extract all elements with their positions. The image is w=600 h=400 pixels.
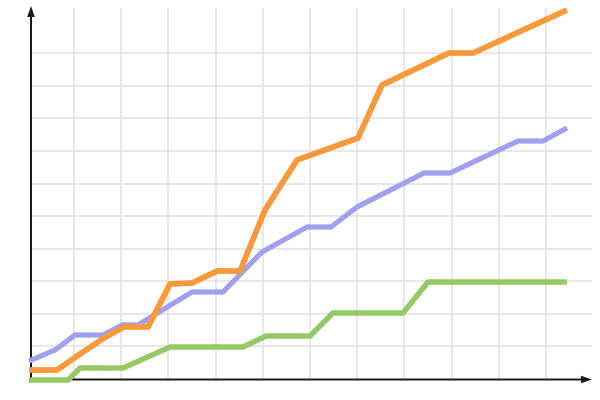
triangle-right-icon <box>581 375 592 384</box>
green-series-line <box>29 279 567 383</box>
triangle-up-icon <box>27 6 35 17</box>
orange-series-line <box>29 7 569 373</box>
purple-series-line <box>27 125 569 364</box>
